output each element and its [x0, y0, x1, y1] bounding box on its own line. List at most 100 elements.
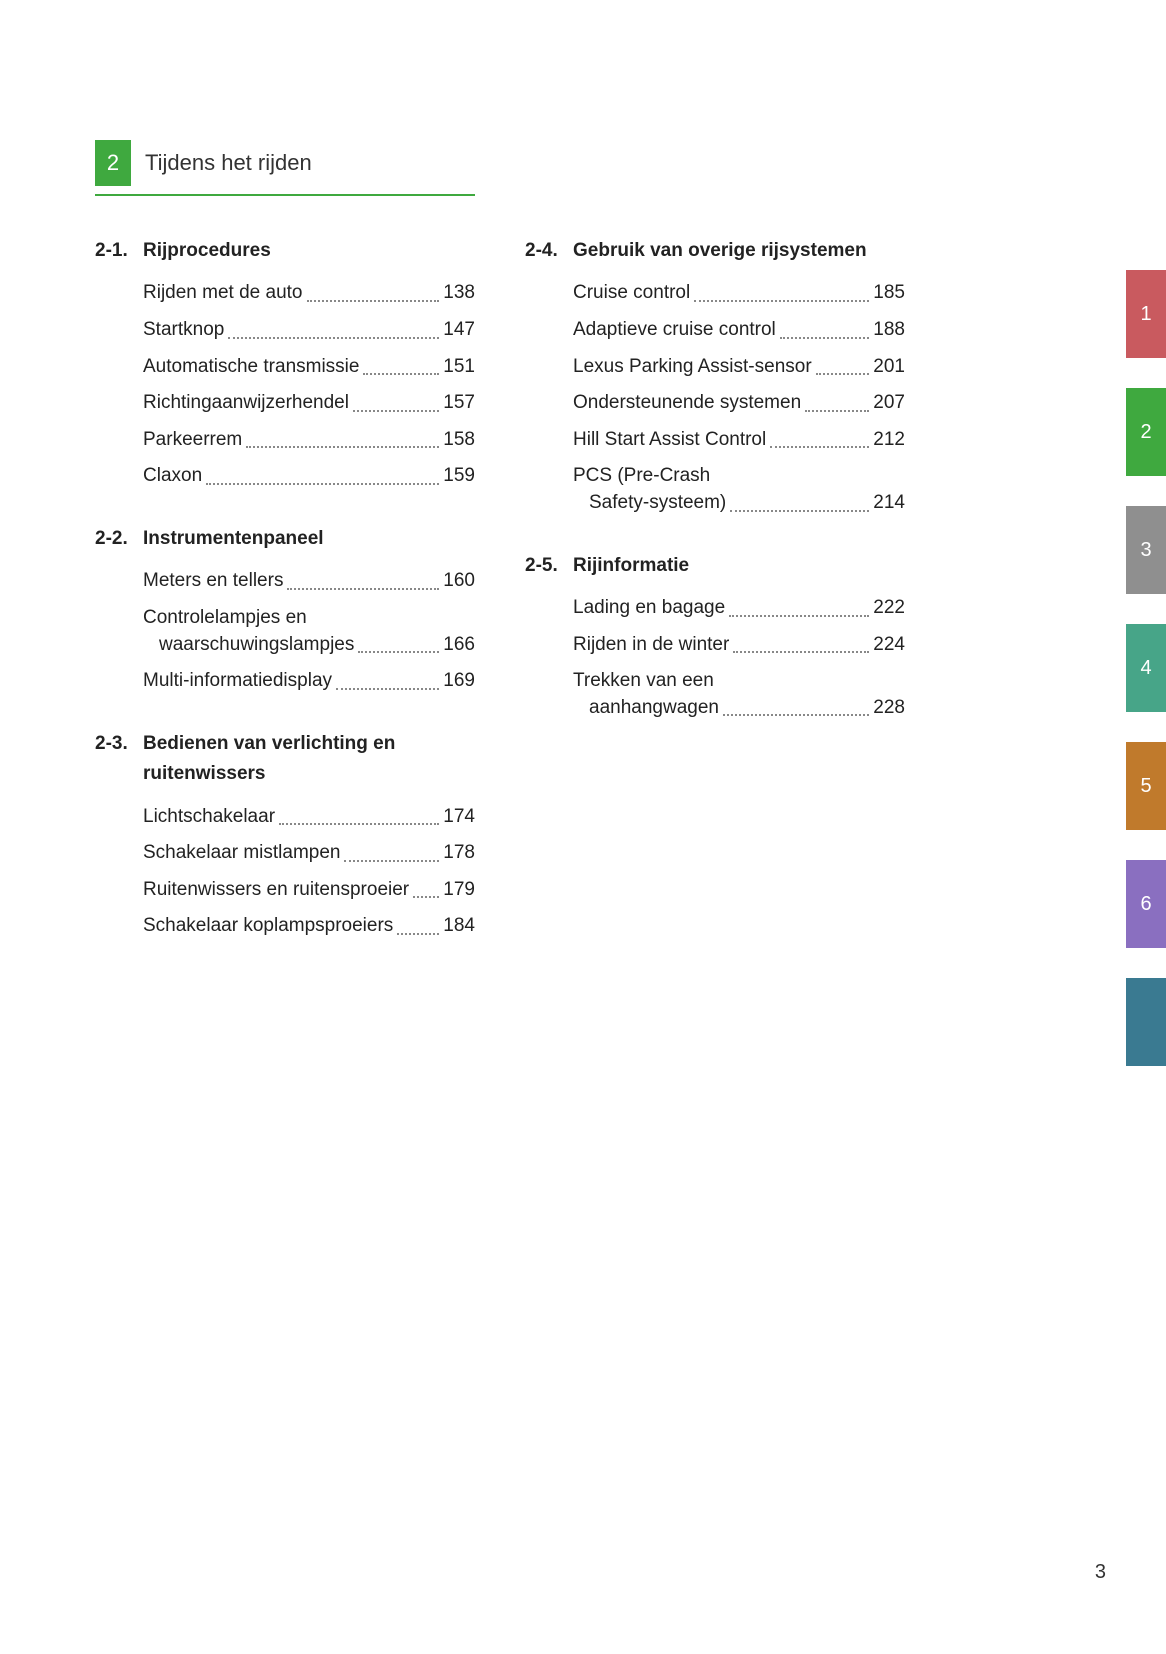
entry-page: 159 — [443, 463, 475, 490]
toc-entry[interactable]: Controlelampjes enwaarschuwingslampjes16… — [95, 605, 475, 658]
toc-section: 2-5.Rijinformatie Lading en bagage 222 Rijd… — [525, 551, 905, 722]
leader-dots — [246, 446, 439, 448]
entry-page: 214 — [873, 490, 905, 517]
section-number: 2-3. — [95, 729, 143, 790]
toc-column: 2-1.Rijprocedures Rijden met de auto 138 St… — [95, 236, 475, 974]
entry-label: Multi-informatiedisplay — [143, 668, 332, 695]
toc-entry[interactable]: Multi-informatiedisplay 169 — [95, 668, 475, 695]
toc-entry[interactable]: Rijden met de auto 138 — [95, 280, 475, 307]
toc-entry[interactable]: Trekken van eenaanhangwagen228 — [525, 668, 905, 721]
content-area: 2 Tijdens het rijden 2-1.RijproceduresRi… — [95, 140, 1055, 974]
toc-entry[interactable]: Schakelaar koplampsproeiers184 — [95, 913, 475, 940]
toc-section: 2-1.Rijprocedures Rijden met de auto 138 St… — [95, 236, 475, 490]
entry-page: 201 — [873, 354, 905, 381]
leader-dots — [206, 483, 439, 485]
section-heading: 2-3.Bedienen van verlichting en ruitenwi… — [95, 729, 475, 790]
entry-label: Trekken van eenaanhangwagen — [573, 668, 719, 721]
toc-entry[interactable]: Cruise control185 — [525, 280, 905, 307]
leader-dots — [733, 651, 869, 653]
leader-dots — [307, 300, 440, 302]
entry-label: Hill Start Assist Control — [573, 427, 766, 454]
toc-entry[interactable]: Meters en tellers160 — [95, 568, 475, 595]
leader-dots — [816, 373, 870, 375]
entry-label: Adaptieve cruise control — [573, 317, 776, 344]
entry-page: 158 — [443, 427, 475, 454]
section-number: 2-2. — [95, 524, 143, 554]
entry-page: 147 — [443, 317, 475, 344]
side-tab-blank[interactable] — [1126, 978, 1166, 1066]
toc-entry[interactable]: Ruitenwissers en ruitensproeier179 — [95, 877, 475, 904]
leader-dots — [770, 446, 869, 448]
toc-entry[interactable]: Hill Start Assist Control 212 — [525, 427, 905, 454]
side-tab-5[interactable]: 5 — [1126, 742, 1166, 830]
toc-columns: 2-1.Rijprocedures Rijden met de auto 138 St… — [95, 236, 1055, 974]
leader-dots — [279, 823, 439, 825]
side-tab-4[interactable]: 4 — [1126, 624, 1166, 712]
toc-entry[interactable]: Parkeerrem158 — [95, 427, 475, 454]
toc-entry[interactable]: Adaptieve cruise control 188 — [525, 317, 905, 344]
leader-dots — [358, 651, 439, 653]
entry-label: Lading en bagage — [573, 595, 725, 622]
section-heading: 2-5.Rijinformatie — [525, 551, 905, 581]
entry-page: 188 — [873, 317, 905, 344]
chapter-header: 2 Tijdens het rijden — [95, 140, 475, 186]
entry-page: 207 — [873, 390, 905, 417]
entry-page: 157 — [443, 390, 475, 417]
entry-label: Rijden met de auto — [143, 280, 303, 307]
entry-label: Rijden in de winter — [573, 632, 729, 659]
toc-entry[interactable]: Ondersteunende systemen 207 — [525, 390, 905, 417]
toc-section: 2-2.InstrumentenpaneelMeters en tellers1… — [95, 524, 475, 695]
toc-entry[interactable]: Lexus Parking Assist-sensor 201 — [525, 354, 905, 381]
entry-page: 166 — [443, 632, 475, 659]
toc-section: 2-3.Bedienen van verlichting en ruitenwi… — [95, 729, 475, 940]
toc-entry[interactable]: Startknop 147 — [95, 317, 475, 344]
leader-dots — [780, 337, 870, 339]
side-tab-6[interactable]: 6 — [1126, 860, 1166, 948]
entry-label: Lexus Parking Assist-sensor — [573, 354, 812, 381]
entry-label: Claxon — [143, 463, 202, 490]
section-title: Instrumentenpaneel — [143, 524, 475, 554]
entry-label: Meters en tellers — [143, 568, 283, 595]
entry-page: 212 — [873, 427, 905, 454]
entry-label: Cruise control — [573, 280, 690, 307]
chapter-title: Tijdens het rijden — [131, 140, 475, 186]
toc-entry[interactable]: Schakelaar mistlampen178 — [95, 840, 475, 867]
page: 2 Tijdens het rijden 2-1.RijproceduresRi… — [0, 0, 1166, 1654]
section-title: Rijprocedures — [143, 236, 475, 266]
toc-entry[interactable]: Claxon 159 — [95, 463, 475, 490]
toc-entry[interactable]: PCS (Pre-CrashSafety-systeem)214 — [525, 463, 905, 516]
toc-section: 2-4.Gebruik van overige rijsystemenCruis… — [525, 236, 905, 517]
leader-dots — [723, 714, 869, 716]
toc-entry[interactable]: Richtingaanwijzerhendel157 — [95, 390, 475, 417]
toc-column: 2-4.Gebruik van overige rijsystemenCruis… — [525, 236, 905, 974]
entry-page: 224 — [873, 632, 905, 659]
chapter-number-badge: 2 — [95, 140, 131, 186]
entry-page: 222 — [873, 595, 905, 622]
side-tab-3[interactable]: 3 — [1126, 506, 1166, 594]
toc-entry[interactable]: Rijden in de winter 224 — [525, 632, 905, 659]
side-tab-2[interactable]: 2 — [1126, 388, 1166, 476]
section-number: 2-1. — [95, 236, 143, 266]
chapter-rule — [95, 194, 475, 196]
leader-dots — [694, 300, 869, 302]
entry-page: 178 — [443, 840, 475, 867]
section-title: Bedienen van verlichting en ruitenwisser… — [143, 729, 475, 790]
section-number: 2-5. — [525, 551, 573, 581]
side-tabs: 1 2 3 4 5 6 — [1126, 270, 1166, 1096]
toc-entry[interactable]: Lichtschakelaar174 — [95, 804, 475, 831]
entry-label: Ondersteunende systemen — [573, 390, 801, 417]
entry-page: 169 — [443, 668, 475, 695]
page-number: 3 — [1095, 1561, 1106, 1584]
entry-page: 138 — [443, 280, 475, 307]
section-title: Rijinformatie — [573, 551, 905, 581]
leader-dots — [344, 860, 439, 862]
toc-entry[interactable]: Lading en bagage 222 — [525, 595, 905, 622]
leader-dots — [397, 933, 439, 935]
entry-page: 151 — [443, 354, 475, 381]
side-tab-1[interactable]: 1 — [1126, 270, 1166, 358]
section-heading: 2-1.Rijprocedures — [95, 236, 475, 266]
leader-dots — [336, 688, 439, 690]
leader-dots — [730, 510, 869, 512]
entry-label: Startknop — [143, 317, 224, 344]
toc-entry[interactable]: Automatische transmissie151 — [95, 354, 475, 381]
